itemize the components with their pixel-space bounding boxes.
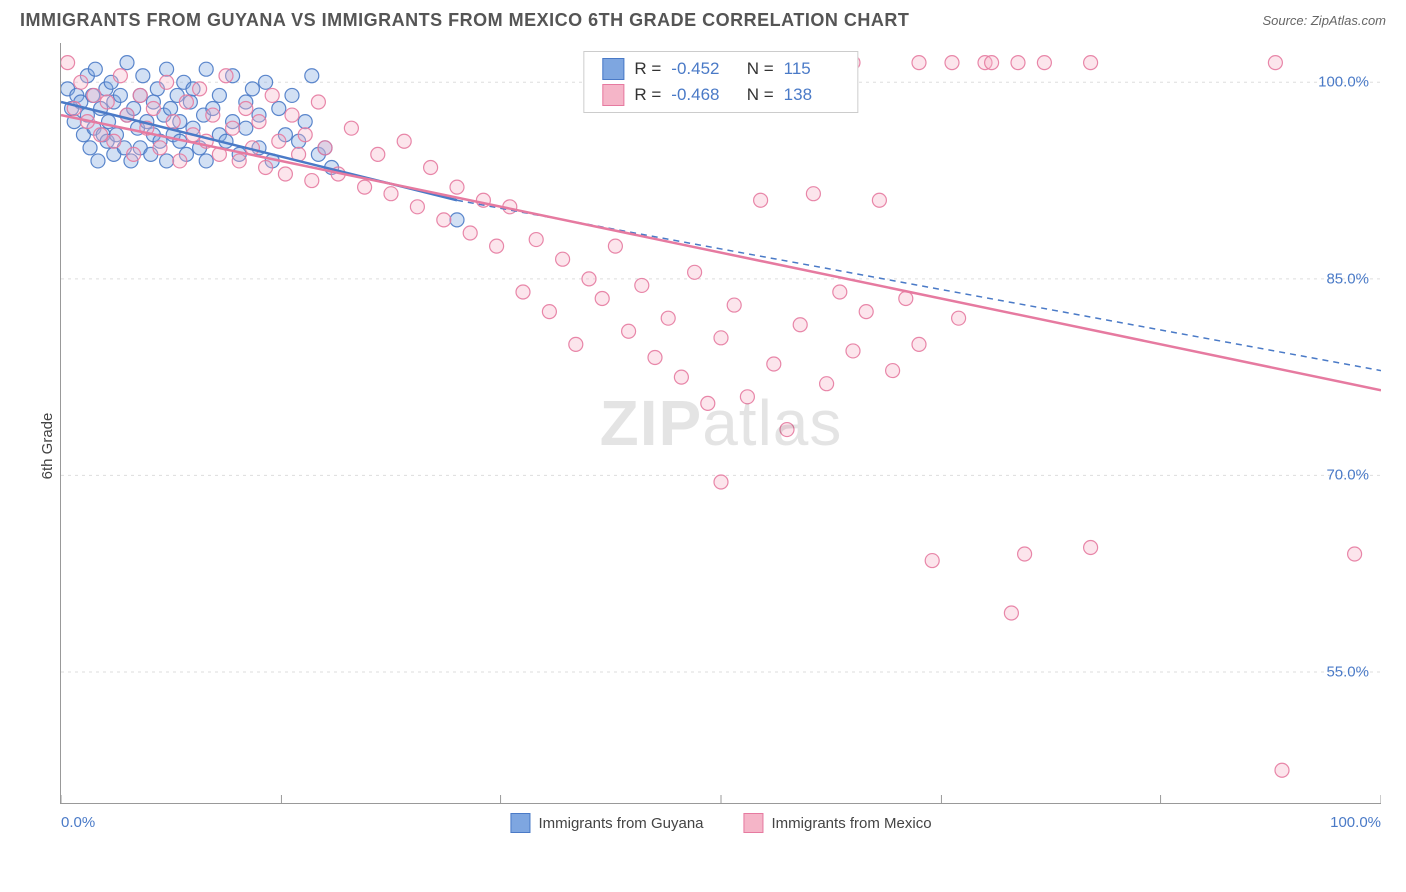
stat-label-r: R = <box>634 85 661 105</box>
y-tick-label: 85.0% <box>1326 270 1369 287</box>
stat-row: R = -0.452 N = 115 <box>602 58 839 80</box>
stat-n-guyana: 115 <box>784 59 840 79</box>
stat-n-mexico: 138 <box>784 85 840 105</box>
x-axis-max-label: 100.0% <box>1330 814 1381 831</box>
y-tick-label: 70.0% <box>1326 467 1369 484</box>
correlation-stat-box: R = -0.452 N = 115 R = -0.468 N = 138 <box>583 51 858 113</box>
y-axis-label: 6th Grade <box>39 413 56 480</box>
legend-label-guyana: Immigrants from Guyana <box>538 815 703 832</box>
stat-label-r: R = <box>634 59 661 79</box>
legend-item-mexico: Immigrants from Mexico <box>744 813 932 833</box>
legend-swatch-guyana <box>510 813 530 833</box>
chart-svg <box>61 43 1381 803</box>
legend-swatch-mexico <box>744 813 764 833</box>
swatch-mexico <box>602 84 624 106</box>
stat-label-n: N = <box>737 59 773 79</box>
y-tick-label: 55.0% <box>1326 663 1369 680</box>
legend-label-mexico: Immigrants from Mexico <box>772 815 932 832</box>
x-axis-min-label: 0.0% <box>61 814 95 831</box>
chart-title: IMMIGRANTS FROM GUYANA VS IMMIGRANTS FRO… <box>20 10 909 31</box>
swatch-guyana <box>602 58 624 80</box>
stat-label-n: N = <box>737 85 773 105</box>
y-tick-label: 100.0% <box>1318 74 1369 91</box>
plot-area: ZIPatlas R = -0.452 N = 115 R = -0.468 N… <box>60 43 1381 804</box>
title-bar: IMMIGRANTS FROM GUYANA VS IMMIGRANTS FRO… <box>0 0 1406 37</box>
stat-r-mexico: -0.468 <box>671 85 727 105</box>
stat-row: R = -0.468 N = 138 <box>602 84 839 106</box>
legend-item-guyana: Immigrants from Guyana <box>510 813 703 833</box>
stat-r-guyana: -0.452 <box>671 59 727 79</box>
legend: Immigrants from Guyana Immigrants from M… <box>510 813 931 833</box>
source-attribution: Source: ZipAtlas.com <box>1262 13 1386 28</box>
